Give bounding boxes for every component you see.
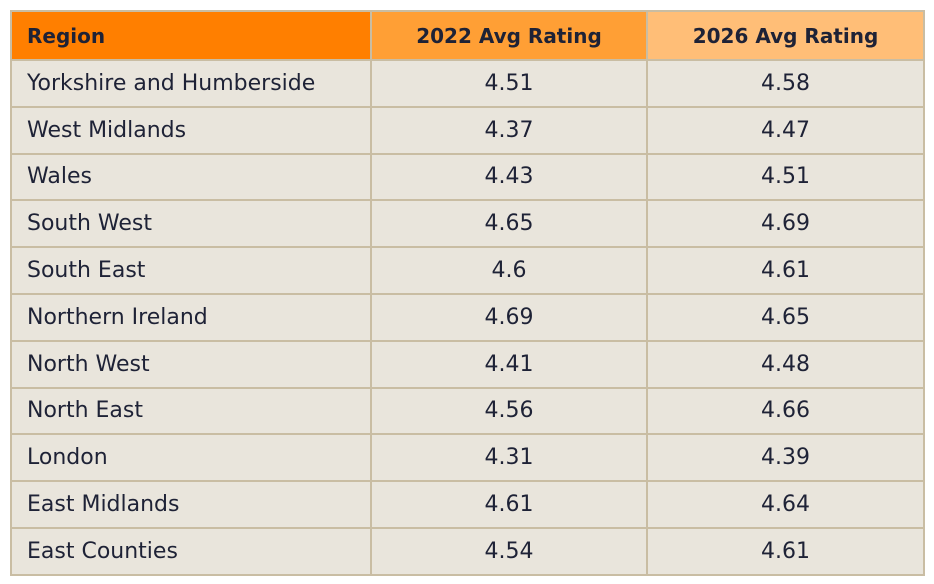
cell-2022: 4.41 xyxy=(370,339,648,389)
cell-region: South East xyxy=(10,246,372,295)
cell-2026: 4.69 xyxy=(646,199,925,249)
cell-2026: 4.51 xyxy=(646,152,925,202)
header-2022-avg-rating: 2022 Avg Rating xyxy=(370,10,648,61)
cell-2022: 4.56 xyxy=(370,386,648,436)
table-header: Region 2022 Avg Rating 2026 Avg Rating xyxy=(10,10,925,61)
cell-2022: 4.61 xyxy=(370,480,648,529)
cell-2026: 4.61 xyxy=(646,246,925,295)
cell-region: Wales xyxy=(10,152,372,202)
table-row: East Counties 4.54 4.61 xyxy=(10,526,925,576)
table-row: Wales 4.43 4.51 xyxy=(10,152,925,202)
cell-2022: 4.37 xyxy=(370,105,648,155)
cell-2026: 4.48 xyxy=(646,339,925,389)
cell-region: Yorkshire and Humberside xyxy=(10,59,372,108)
ratings-table-container: Region 2022 Avg Rating 2026 Avg Rating Y… xyxy=(10,10,925,576)
header-row: Region 2022 Avg Rating 2026 Avg Rating xyxy=(10,10,925,61)
cell-region: East Counties xyxy=(10,526,372,576)
cell-region: South West xyxy=(10,199,372,249)
cell-2022: 4.65 xyxy=(370,199,648,249)
cell-2026: 4.47 xyxy=(646,105,925,155)
cell-region: East Midlands xyxy=(10,480,372,529)
cell-2022: 4.69 xyxy=(370,292,648,342)
table-row: North East 4.56 4.66 xyxy=(10,386,925,436)
ratings-table: Region 2022 Avg Rating 2026 Avg Rating Y… xyxy=(10,10,925,576)
cell-region: North East xyxy=(10,386,372,436)
cell-2022: 4.51 xyxy=(370,59,648,108)
cell-2022: 4.31 xyxy=(370,433,648,483)
header-region: Region xyxy=(10,10,372,61)
table-row: East Midlands 4.61 4.64 xyxy=(10,480,925,529)
cell-2026: 4.61 xyxy=(646,526,925,576)
cell-region: Northern Ireland xyxy=(10,292,372,342)
header-2026-avg-rating: 2026 Avg Rating xyxy=(646,10,925,61)
cell-2022: 4.6 xyxy=(370,246,648,295)
table-row: London 4.31 4.39 xyxy=(10,433,925,483)
cell-2022: 4.54 xyxy=(370,526,648,576)
cell-2026: 4.66 xyxy=(646,386,925,436)
table-row: South West 4.65 4.69 xyxy=(10,199,925,249)
cell-region: North West xyxy=(10,339,372,389)
table-row: North West 4.41 4.48 xyxy=(10,339,925,389)
table-row: Yorkshire and Humberside 4.51 4.58 xyxy=(10,59,925,108)
cell-2026: 4.64 xyxy=(646,480,925,529)
cell-2022: 4.43 xyxy=(370,152,648,202)
cell-2026: 4.65 xyxy=(646,292,925,342)
cell-2026: 4.39 xyxy=(646,433,925,483)
table-body: Yorkshire and Humberside 4.51 4.58 West … xyxy=(10,59,925,576)
table-row: Northern Ireland 4.69 4.65 xyxy=(10,292,925,342)
cell-region: West Midlands xyxy=(10,105,372,155)
cell-region: London xyxy=(10,433,372,483)
table-row: West Midlands 4.37 4.47 xyxy=(10,105,925,155)
table-row: South East 4.6 4.61 xyxy=(10,246,925,295)
cell-2026: 4.58 xyxy=(646,59,925,108)
